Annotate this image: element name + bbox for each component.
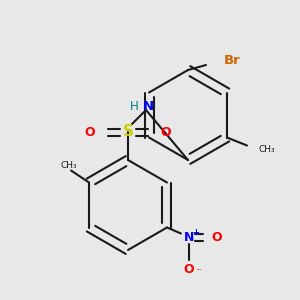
Text: +: + <box>193 228 200 237</box>
Text: H: H <box>130 100 138 113</box>
Text: S: S <box>122 124 134 140</box>
Text: O: O <box>161 125 171 139</box>
Text: ⁻: ⁻ <box>195 268 201 278</box>
Text: N: N <box>184 231 194 244</box>
Text: Br: Br <box>224 55 241 68</box>
Text: O: O <box>184 263 194 276</box>
Text: N: N <box>142 100 154 113</box>
Text: O: O <box>85 125 95 139</box>
Text: O: O <box>212 231 222 244</box>
Text: CH₃: CH₃ <box>259 145 276 154</box>
Text: CH₃: CH₃ <box>61 160 77 169</box>
